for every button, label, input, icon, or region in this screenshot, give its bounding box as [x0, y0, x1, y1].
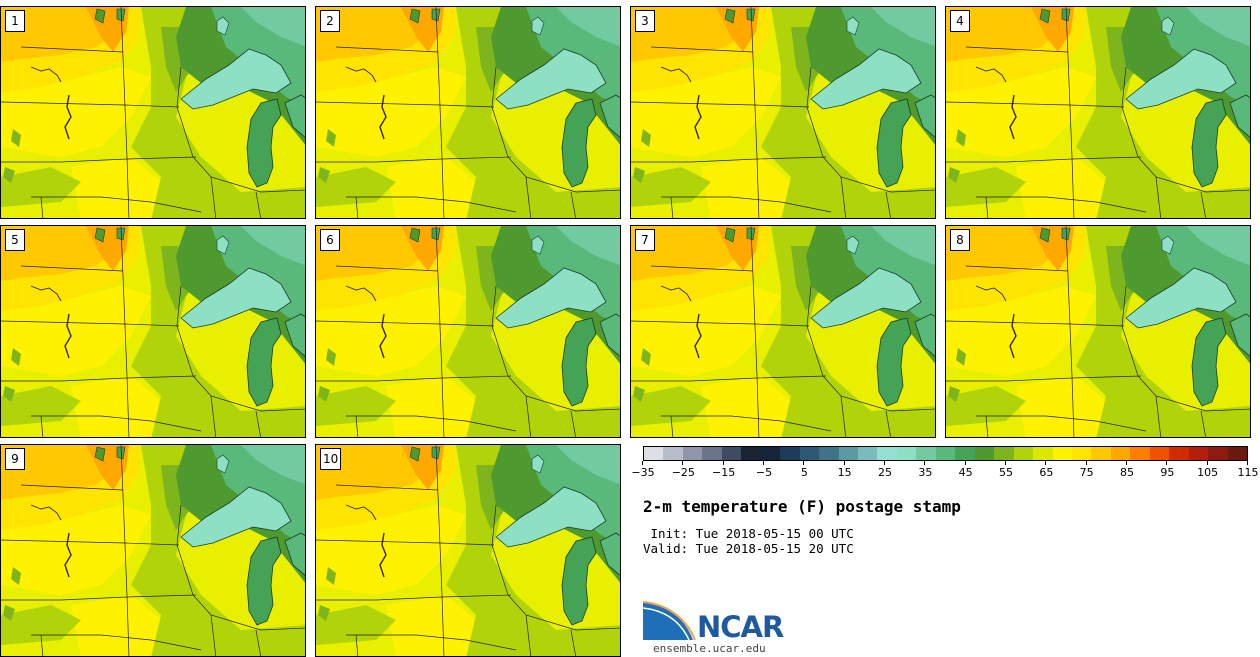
colorbar-tick-label: 115 [1218, 461, 1260, 479]
colorbar-swatch [741, 447, 761, 460]
colorbar-swatch [1013, 447, 1034, 460]
colorbar-tick-label: 75 [1057, 461, 1117, 479]
colorbar-tick-label: 15 [815, 461, 875, 479]
ensemble-url: ensemble.ucar.edu [653, 642, 766, 655]
colorbar-swatch [644, 447, 664, 460]
temperature-map-8 [946, 226, 1250, 437]
ncar-wordmark: NCAR [697, 610, 784, 644]
member-label: 8 [950, 229, 970, 251]
colorbar-swatch [1071, 447, 1092, 460]
colorbar-tick-label: 45 [936, 461, 996, 479]
colorbar-swatch [916, 447, 936, 460]
colorbar-swatch [819, 447, 839, 460]
member-label: 7 [635, 229, 655, 251]
colorbar-swatch [1091, 447, 1111, 460]
colorbar-swatch [1169, 447, 1189, 460]
colorbar-tick-label: 85 [1097, 461, 1157, 479]
colorbar-swatch [1110, 447, 1131, 460]
member-panel-8: 8 [945, 225, 1251, 438]
colorbar-swatch [955, 447, 975, 460]
colorbar-swatch [896, 447, 917, 460]
member-panel-1: 1 [0, 6, 306, 219]
member-label: 4 [950, 10, 970, 32]
temperature-map-5 [1, 226, 305, 437]
colorbar-swatch [935, 447, 956, 460]
colorbar-swatch [1188, 447, 1209, 460]
member-label: 6 [320, 229, 340, 251]
colorbar-swatch [682, 447, 703, 460]
member-label: 3 [635, 10, 655, 32]
colorbar-swatch [760, 447, 781, 460]
member-panel-6: 6 [315, 225, 621, 438]
member-label: 1 [5, 10, 25, 32]
temperature-map-10 [316, 445, 620, 656]
colorbar-tick-label: −35 [613, 461, 673, 479]
temperature-map-7 [631, 226, 935, 437]
colorbar-tick-label: −25 [653, 461, 713, 479]
colorbar-swatch [838, 447, 858, 460]
member-label: 2 [320, 10, 340, 32]
temperature-map-9 [1, 445, 305, 656]
colorbar-swatch [780, 447, 800, 460]
temperature-map-1 [1, 7, 305, 218]
colorbar-swatch [857, 447, 878, 460]
colorbar-swatch [1227, 447, 1248, 460]
colorbar-swatch [994, 447, 1014, 460]
temperature-map-6 [316, 226, 620, 437]
member-label: 10 [320, 448, 342, 470]
member-panel-5: 5 [0, 225, 306, 438]
colorbar-swatch [702, 447, 722, 460]
colorbar [643, 446, 1248, 461]
member-panel-3: 3 [630, 6, 936, 219]
ncar-logo-icon [643, 601, 696, 641]
colorbar-swatch [877, 447, 897, 460]
init-time: Init: Tue 2018-05-15 00 UTC [643, 526, 854, 541]
temperature-map-4 [946, 7, 1250, 218]
colorbar-swatch [1130, 447, 1150, 460]
colorbar-tick-label: −5 [734, 461, 794, 479]
colorbar-swatch [1208, 447, 1228, 460]
member-panel-2: 2 [315, 6, 621, 219]
colorbar-tick-label: 35 [895, 461, 955, 479]
member-panel-9: 9 [0, 444, 306, 657]
member-label: 9 [5, 448, 25, 470]
colorbar-tick-label: 95 [1137, 461, 1197, 479]
temperature-map-3 [631, 7, 935, 218]
member-panel-10: 10 [315, 444, 621, 657]
member-panel-7: 7 [630, 225, 936, 438]
colorbar-swatch [799, 447, 820, 460]
colorbar-swatch [1052, 447, 1072, 460]
colorbar-tick-label: 5 [774, 461, 834, 479]
colorbar-swatch [974, 447, 995, 460]
valid-time: Valid: Tue 2018-05-15 20 UTC [643, 541, 854, 556]
colorbar-ticks: −35 −25 −15 −5 5 15 25 35 45 55 65 75 85 95 105 115 [631, 461, 1259, 485]
colorbar-tick-label: 65 [1016, 461, 1076, 479]
colorbar-swatch [663, 447, 683, 460]
colorbar-swatch [1033, 447, 1053, 460]
colorbar-tick-label: −15 [694, 461, 754, 479]
member-panel-4: 4 [945, 6, 1251, 219]
colorbar-swatch [1149, 447, 1170, 460]
colorbar-swatch [721, 447, 742, 460]
figure-title: 2-m temperature (F) postage stamp [643, 497, 961, 516]
colorbar-tick-label: 55 [976, 461, 1036, 479]
member-label: 5 [5, 229, 25, 251]
colorbar-tick-label: 105 [1178, 461, 1238, 479]
colorbar-tick-label: 25 [855, 461, 915, 479]
temperature-map-2 [316, 7, 620, 218]
